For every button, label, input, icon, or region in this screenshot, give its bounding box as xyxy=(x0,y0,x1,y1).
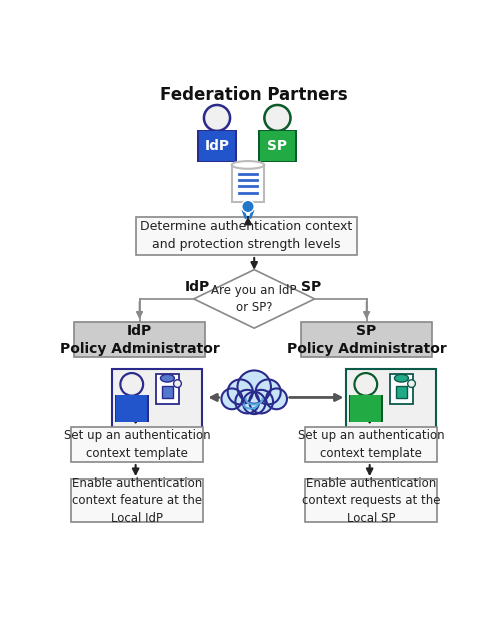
Text: SP: SP xyxy=(267,139,288,153)
Circle shape xyxy=(408,380,416,387)
Bar xyxy=(71,479,203,522)
Text: Set up an authentication
context template: Set up an authentication context templat… xyxy=(298,429,444,460)
Text: Are you an IdP
or SP?: Are you an IdP or SP? xyxy=(211,284,297,314)
Bar xyxy=(396,386,407,398)
Text: Set up an authentication
context template: Set up an authentication context templat… xyxy=(64,429,210,460)
Circle shape xyxy=(228,379,253,404)
Circle shape xyxy=(120,373,143,396)
Circle shape xyxy=(266,389,287,410)
Bar xyxy=(199,130,235,161)
Circle shape xyxy=(242,200,254,213)
Bar xyxy=(302,322,432,357)
Circle shape xyxy=(249,390,273,413)
Bar xyxy=(232,165,264,202)
Bar xyxy=(350,396,381,421)
Circle shape xyxy=(356,375,375,394)
Circle shape xyxy=(243,392,265,414)
Circle shape xyxy=(264,105,291,132)
Text: SP: SP xyxy=(302,280,322,294)
Circle shape xyxy=(354,373,377,396)
Polygon shape xyxy=(194,270,314,328)
Bar xyxy=(349,394,383,422)
Circle shape xyxy=(238,370,271,404)
Bar xyxy=(135,217,357,255)
Circle shape xyxy=(221,389,243,410)
Bar xyxy=(74,322,205,357)
Bar xyxy=(116,396,147,421)
Bar xyxy=(390,374,413,404)
Bar xyxy=(258,130,297,162)
Text: Enable authentication
context requests at the
Local SP: Enable authentication context requests a… xyxy=(302,477,440,525)
Text: Enable authentication
context feature at the
Local IdP: Enable authentication context feature at… xyxy=(72,477,202,525)
Text: IdP
Policy Administrator: IdP Policy Administrator xyxy=(60,324,219,356)
Circle shape xyxy=(266,107,289,129)
Text: IdP: IdP xyxy=(204,139,230,153)
Ellipse shape xyxy=(232,161,264,169)
Bar xyxy=(197,130,237,162)
Circle shape xyxy=(174,380,182,387)
Text: Federation Partners: Federation Partners xyxy=(160,86,348,105)
Text: IdP: IdP xyxy=(185,280,210,294)
Ellipse shape xyxy=(160,374,175,382)
Circle shape xyxy=(255,379,281,404)
Bar xyxy=(259,130,295,161)
Text: SP
Policy Administrator: SP Policy Administrator xyxy=(287,324,446,356)
Bar xyxy=(306,427,437,462)
Bar xyxy=(346,369,435,430)
Circle shape xyxy=(203,105,231,132)
Ellipse shape xyxy=(394,374,408,382)
Bar xyxy=(113,369,201,430)
Circle shape xyxy=(206,107,228,129)
Bar xyxy=(156,374,179,404)
Circle shape xyxy=(236,390,259,413)
Circle shape xyxy=(122,375,141,394)
Bar xyxy=(71,427,203,462)
Bar xyxy=(115,394,149,422)
Bar xyxy=(306,479,437,522)
Text: Determine authentication context
and protection strength levels: Determine authentication context and pro… xyxy=(140,220,353,251)
Bar xyxy=(162,386,173,398)
